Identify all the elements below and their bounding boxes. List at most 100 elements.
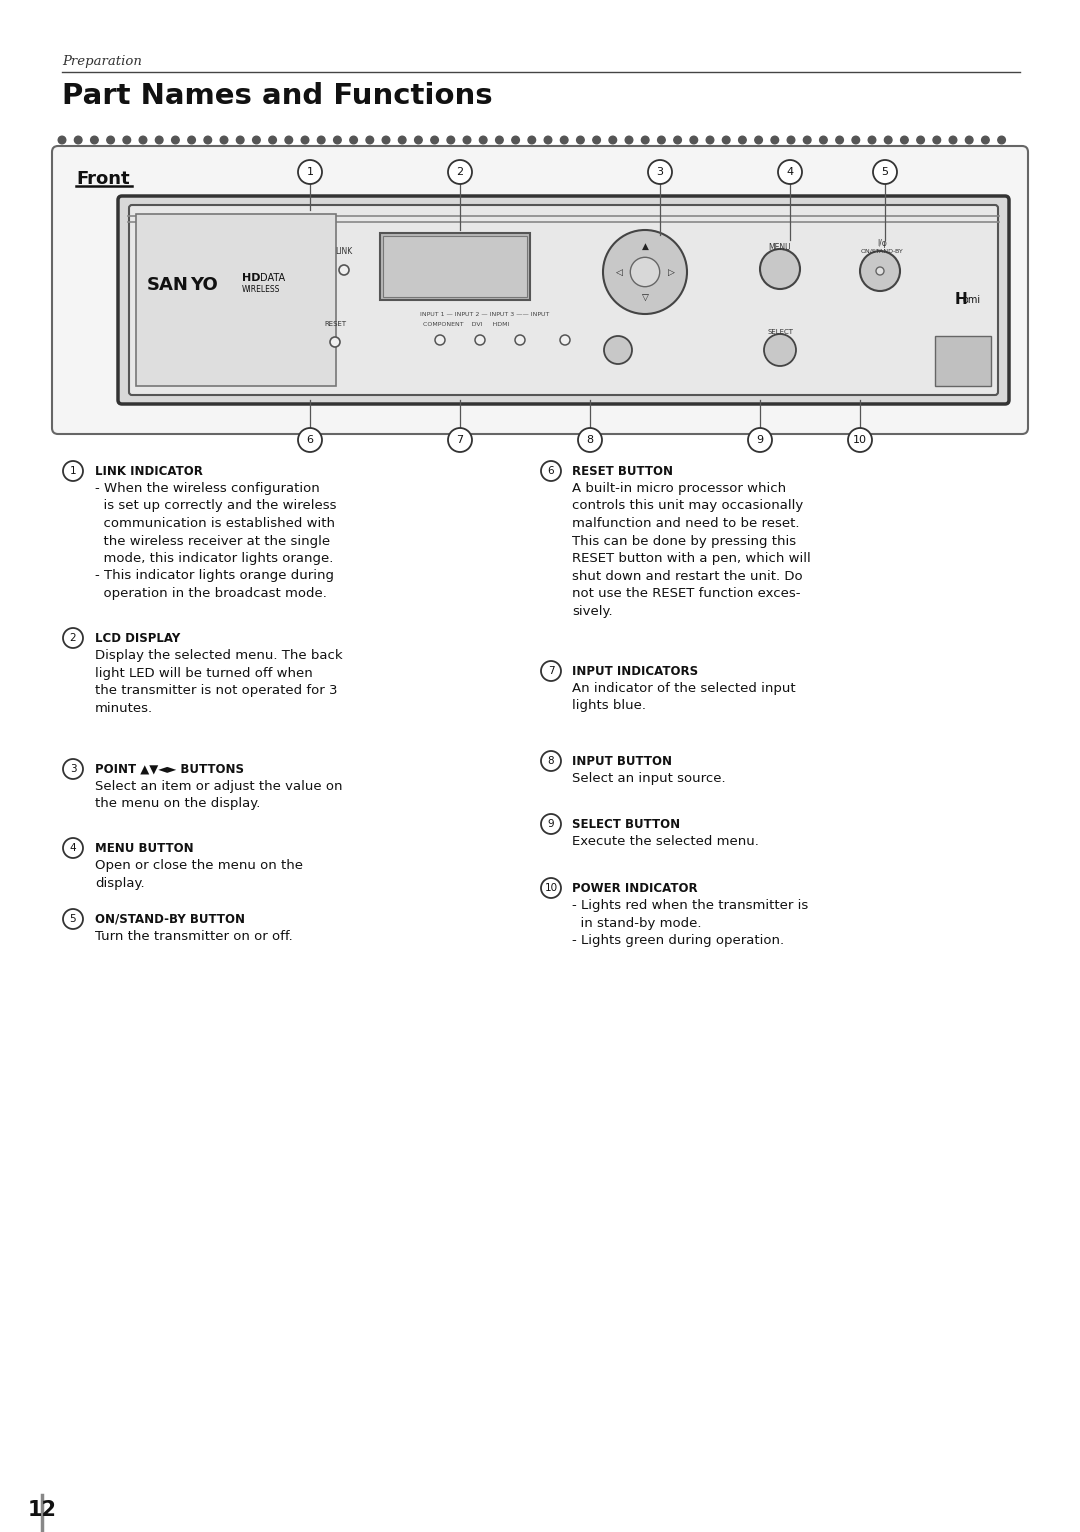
Circle shape — [515, 336, 525, 345]
Circle shape — [949, 136, 957, 144]
Text: 12: 12 — [28, 1500, 57, 1520]
Circle shape — [447, 136, 455, 144]
Circle shape — [475, 336, 485, 345]
Circle shape — [339, 265, 349, 276]
Circle shape — [91, 136, 98, 144]
Text: A built-in micro processor which
controls this unit may occasionally
malfunction: A built-in micro processor which control… — [572, 483, 811, 617]
Text: SELECT BUTTON: SELECT BUTTON — [572, 818, 680, 830]
Circle shape — [658, 136, 665, 144]
Text: - When the wireless configuration
  is set up correctly and the wireless
  commu: - When the wireless configuration is set… — [95, 483, 337, 601]
Circle shape — [237, 136, 244, 144]
Text: SAN: SAN — [147, 276, 189, 294]
Text: ▷: ▷ — [667, 268, 674, 276]
Text: H: H — [955, 293, 968, 308]
Text: YO: YO — [190, 276, 218, 294]
Text: 8: 8 — [548, 755, 554, 766]
Text: 1: 1 — [70, 466, 77, 476]
Circle shape — [578, 427, 602, 452]
Text: LINK INDICATOR: LINK INDICATOR — [95, 466, 203, 478]
Circle shape — [463, 136, 471, 144]
Circle shape — [771, 136, 779, 144]
Text: RESET: RESET — [324, 322, 346, 326]
Text: 3: 3 — [657, 167, 663, 178]
Text: 5: 5 — [881, 167, 889, 178]
Text: Execute the selected menu.: Execute the selected menu. — [572, 835, 759, 849]
Circle shape — [435, 336, 445, 345]
Text: omi: omi — [963, 296, 981, 305]
Text: 10: 10 — [853, 435, 867, 444]
Circle shape — [739, 136, 746, 144]
Circle shape — [998, 136, 1005, 144]
Text: 2: 2 — [457, 167, 463, 178]
Text: SELECT: SELECT — [767, 329, 793, 336]
Circle shape — [253, 136, 260, 144]
Text: INPUT BUTTON: INPUT BUTTON — [572, 755, 672, 768]
Text: ON/STAND-BY: ON/STAND-BY — [861, 248, 903, 253]
Text: 3: 3 — [70, 764, 77, 774]
Circle shape — [139, 136, 147, 144]
Circle shape — [156, 136, 163, 144]
Circle shape — [107, 136, 114, 144]
Circle shape — [366, 136, 374, 144]
Circle shape — [269, 136, 276, 144]
Text: 6: 6 — [307, 435, 313, 444]
Text: MENU BUTTON: MENU BUTTON — [95, 843, 193, 855]
Circle shape — [541, 813, 561, 833]
Circle shape — [631, 257, 660, 286]
Circle shape — [448, 159, 472, 184]
Text: 4: 4 — [70, 843, 77, 853]
Circle shape — [63, 758, 83, 778]
Circle shape — [172, 136, 179, 144]
Circle shape — [330, 337, 340, 348]
Text: 5: 5 — [70, 915, 77, 924]
Circle shape — [415, 136, 422, 144]
Circle shape — [541, 751, 561, 771]
Text: 10: 10 — [544, 882, 557, 893]
Circle shape — [873, 159, 897, 184]
Circle shape — [848, 427, 872, 452]
Text: 1: 1 — [307, 167, 313, 178]
Text: COMPONENT    DVI     HDMI: COMPONENT DVI HDMI — [423, 323, 510, 328]
Text: ▽: ▽ — [642, 294, 648, 302]
Circle shape — [75, 136, 82, 144]
Text: ◁: ◁ — [616, 268, 622, 276]
Circle shape — [933, 136, 941, 144]
Circle shape — [901, 136, 908, 144]
Text: 4: 4 — [786, 167, 794, 178]
Circle shape — [431, 136, 438, 144]
Circle shape — [966, 136, 973, 144]
Circle shape — [760, 250, 800, 290]
Text: 7: 7 — [457, 435, 463, 444]
Circle shape — [448, 427, 472, 452]
Circle shape — [298, 427, 322, 452]
Text: POINT ▲▼◄► BUTTONS: POINT ▲▼◄► BUTTONS — [95, 763, 244, 777]
Text: ON/STAND-BY BUTTON: ON/STAND-BY BUTTON — [95, 913, 245, 925]
Text: Preparation: Preparation — [62, 55, 141, 67]
Circle shape — [123, 136, 131, 144]
Text: WIRELESS: WIRELESS — [242, 285, 281, 294]
FancyBboxPatch shape — [52, 146, 1028, 434]
Circle shape — [852, 136, 860, 144]
Circle shape — [63, 838, 83, 858]
Circle shape — [301, 136, 309, 144]
Circle shape — [778, 159, 802, 184]
Circle shape — [382, 136, 390, 144]
Circle shape — [603, 230, 687, 314]
Circle shape — [334, 136, 341, 144]
Circle shape — [787, 136, 795, 144]
Circle shape — [764, 334, 796, 366]
Circle shape — [561, 136, 568, 144]
Circle shape — [917, 136, 924, 144]
Text: Part Names and Functions: Part Names and Functions — [62, 83, 492, 110]
Circle shape — [220, 136, 228, 144]
Text: RESET BUTTON: RESET BUTTON — [572, 466, 673, 478]
Circle shape — [350, 136, 357, 144]
Circle shape — [690, 136, 698, 144]
Circle shape — [480, 136, 487, 144]
Circle shape — [876, 267, 885, 276]
Circle shape — [860, 251, 900, 291]
Text: INPUT 1 — INPUT 2 — INPUT 3 —— INPUT: INPUT 1 — INPUT 2 — INPUT 3 —— INPUT — [420, 313, 550, 317]
Circle shape — [748, 427, 772, 452]
Circle shape — [496, 136, 503, 144]
Circle shape — [285, 136, 293, 144]
